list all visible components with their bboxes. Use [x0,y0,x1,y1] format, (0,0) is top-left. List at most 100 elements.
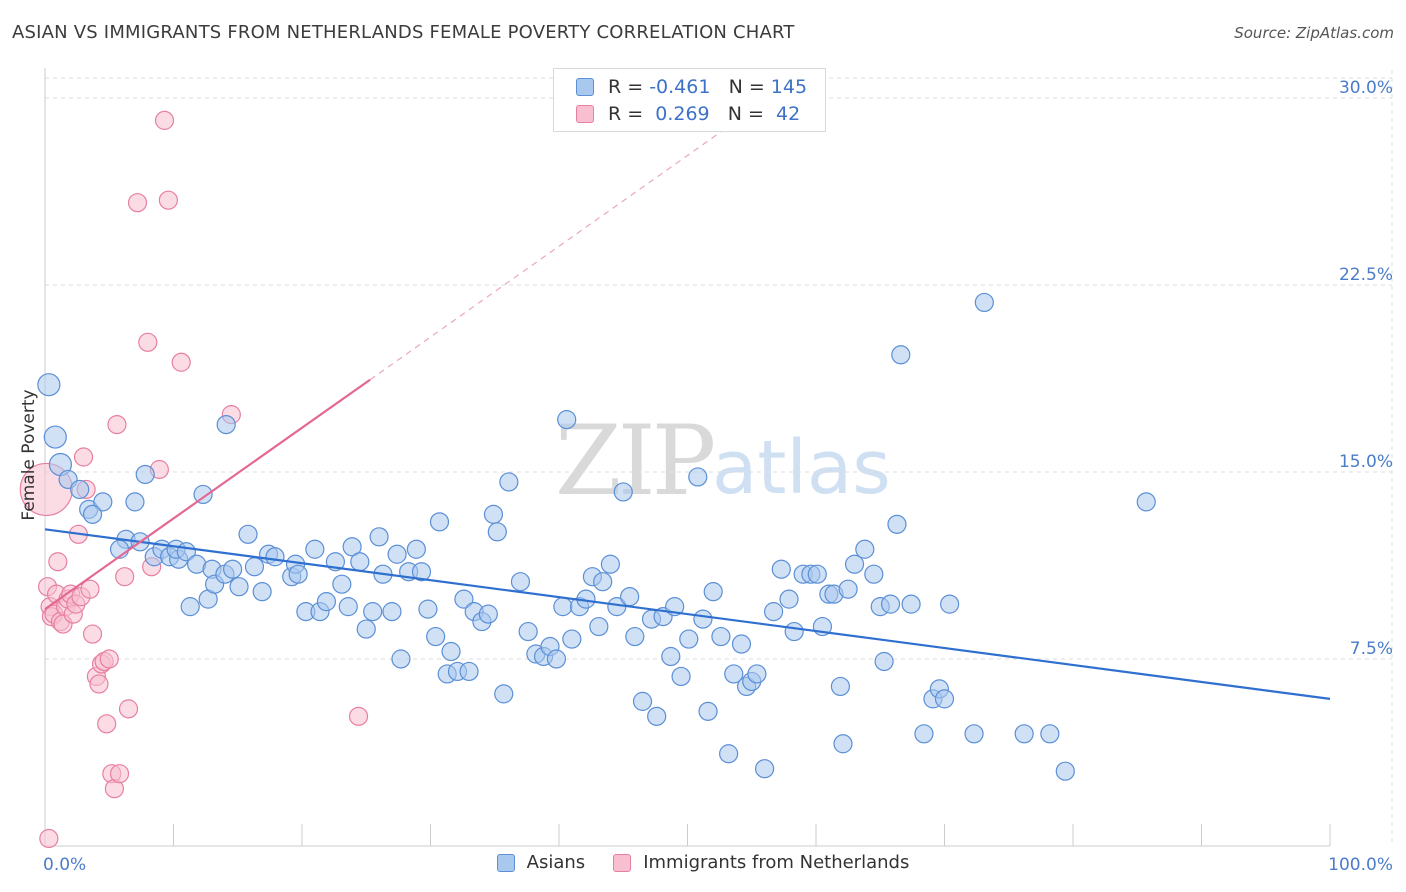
asian-point [632,691,653,711]
legend-n-value-asians: 145 [770,76,808,98]
series-asians-points [37,292,1156,781]
legend-item-asians[interactable]: Asians [496,852,585,873]
trend-extension-netherlands [369,122,734,381]
asian-point [880,594,901,614]
asian-point [369,527,389,547]
asian-point [238,524,258,544]
asian-point [332,574,352,594]
asian-point [546,649,567,669]
asian-point [724,664,744,684]
asian-point [37,373,61,397]
asian-point [244,557,265,577]
legend-r-label: R = [608,76,650,98]
asian-point [747,664,767,684]
y-tick-label: 22.5% [1339,265,1393,285]
asian-point [426,626,446,647]
asian-point [387,544,407,564]
asian-point [779,589,799,609]
asian-point [891,345,911,365]
watermark-zip: ZIP [555,405,716,517]
series-netherlands-points [19,110,369,849]
asian-point [553,597,573,617]
asian-point [763,602,784,622]
asian-point [964,724,984,744]
legend-n-value-netherlands: 42 [769,103,801,125]
asian-point [406,539,426,559]
y-tick-label: 7.5% [1350,639,1393,659]
watermark-atlas: atlas [712,425,891,511]
asian-point [363,602,383,622]
asian-point [265,547,285,567]
series-legend: Asians Immigrants from Netherlands [0,852,1406,873]
asian-point [499,472,519,492]
asian-point [342,537,362,557]
asian-point [350,552,370,572]
asian-point [557,410,577,430]
asian-point [864,564,884,584]
asian-point [914,724,934,744]
asian-point [974,292,994,313]
asian-point [223,559,243,579]
legend-row-asians: R = -0.461 N = 145 [576,74,807,100]
axes [44,68,1331,847]
asian-point [589,616,609,637]
asian-point [338,597,358,617]
tick-labels: 7.5% 15.0% 22.5% 30.0% 0.0% 100.0% [43,78,1393,875]
asian-point [1136,492,1156,512]
asian-point [510,572,531,592]
netherlands-point [80,579,100,599]
asian-point [703,582,723,602]
legend-r-value-netherlands: 0.269 [649,103,710,125]
asian-point [494,684,514,704]
asian-point [454,589,474,609]
asian-point [771,559,791,579]
netherlands-point [138,332,158,352]
asian-point [429,512,450,532]
chart-title: ASIAN VS IMMIGRANTS FROM NETHERLANDS FEM… [12,22,795,43]
asian-point [305,539,325,559]
netherlands-point [107,414,127,435]
asian-point [441,641,461,662]
legend-item-netherlands[interactable]: Immigrants from Netherlands [613,852,909,873]
asian-point [600,554,621,574]
asian-point [82,504,103,524]
asian-point [478,604,498,624]
asian-point [838,579,858,599]
stats-legend: R = -0.461 N = 145 R = 0.269 N = 42 [553,68,826,132]
legend-swatch-asians [576,78,594,96]
asian-point [807,564,827,584]
asian-point [874,651,894,672]
asian-point [711,626,731,647]
trend-lines [44,122,1331,700]
asian-point [411,562,432,582]
asian-point [562,629,582,649]
asian-point [487,522,507,542]
asian-point [688,467,708,487]
asian-point [679,629,699,649]
asian-point [934,689,955,709]
asian-point [940,594,960,614]
asian-point [180,597,200,617]
asian-point [620,587,640,607]
asian-point [1014,724,1034,744]
asian-point [784,621,804,642]
asian-point [731,634,752,654]
x-tick-label-max: 100.0% [1328,855,1393,875]
asian-point [593,572,613,592]
asian-point [316,592,337,612]
asian-point [661,646,681,667]
asian-point [356,619,376,639]
netherlands-point [73,447,94,467]
asian-point [671,666,691,687]
asian-point [887,514,907,534]
netherlands-point [348,706,369,726]
asian-point [193,484,213,505]
netherlands-point [82,624,103,644]
asian-point [833,734,853,754]
x-tick-label-min: 0.0% [43,855,86,875]
netherlands-point [109,764,130,784]
netherlands-point [154,110,175,130]
asian-point [613,482,633,502]
asian-point [693,609,713,629]
asian-point [719,744,739,764]
